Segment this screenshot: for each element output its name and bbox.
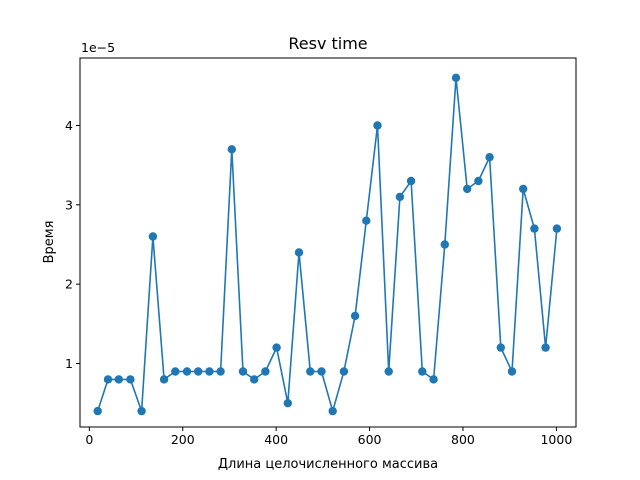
data-point xyxy=(171,367,180,376)
data-point xyxy=(272,343,281,352)
y-tick-label: 3 xyxy=(65,197,73,212)
data-point xyxy=(373,121,382,130)
x-axis-ticks: 0 200 400 600 800 1000 xyxy=(85,427,572,447)
data-point xyxy=(485,153,494,162)
y-offset-text: 1e−5 xyxy=(81,40,115,55)
series-points xyxy=(93,73,562,416)
y-tick-label: 4 xyxy=(65,118,73,133)
data-point xyxy=(451,73,461,83)
data-point xyxy=(182,367,192,376)
data-point xyxy=(126,375,135,384)
data-point xyxy=(552,224,562,233)
y-axis-ticks: 1 2 3 4 xyxy=(65,118,80,371)
x-tick-label: 800 xyxy=(451,432,475,447)
data-point xyxy=(294,248,304,257)
y-axis-label: Время xyxy=(42,221,57,264)
x-tick-label: 600 xyxy=(358,432,382,447)
x-tick-label: 1000 xyxy=(540,432,572,447)
data-point xyxy=(406,176,416,186)
data-point xyxy=(317,367,326,376)
data-point xyxy=(362,216,371,225)
y-tick-label: 2 xyxy=(65,277,73,292)
data-point xyxy=(283,399,292,408)
data-point xyxy=(328,406,337,416)
data-point xyxy=(103,375,113,384)
data-point xyxy=(216,367,225,376)
data-point xyxy=(159,375,169,384)
x-tick-label: 400 xyxy=(264,432,288,447)
x-axis-label: Длина целочисленного массива xyxy=(218,457,438,472)
x-tick-label: 200 xyxy=(171,432,195,447)
data-point xyxy=(238,367,248,376)
data-point xyxy=(474,176,483,186)
data-point xyxy=(205,367,214,376)
data-point xyxy=(418,367,427,376)
data-point xyxy=(530,224,539,233)
data-point xyxy=(440,240,449,249)
data-point xyxy=(541,343,550,352)
data-point xyxy=(114,375,124,384)
data-point xyxy=(93,406,102,416)
data-point xyxy=(496,343,505,352)
data-point xyxy=(519,184,528,194)
data-point xyxy=(137,406,146,416)
y-tick-label: 1 xyxy=(65,356,73,371)
data-point xyxy=(350,311,360,321)
data-point xyxy=(306,367,315,376)
data-point xyxy=(250,375,259,384)
data-point xyxy=(227,145,236,154)
data-point xyxy=(261,367,270,376)
data-point xyxy=(339,367,349,376)
data-point xyxy=(429,375,438,384)
plot-frame xyxy=(79,57,577,428)
data-point xyxy=(384,367,393,376)
data-point xyxy=(148,232,158,241)
chart-title: Resv time xyxy=(288,34,367,53)
x-tick-label: 0 xyxy=(85,432,93,447)
data-point xyxy=(194,367,203,376)
data-point xyxy=(395,192,405,202)
data-point xyxy=(463,184,472,194)
data-point xyxy=(507,367,517,376)
